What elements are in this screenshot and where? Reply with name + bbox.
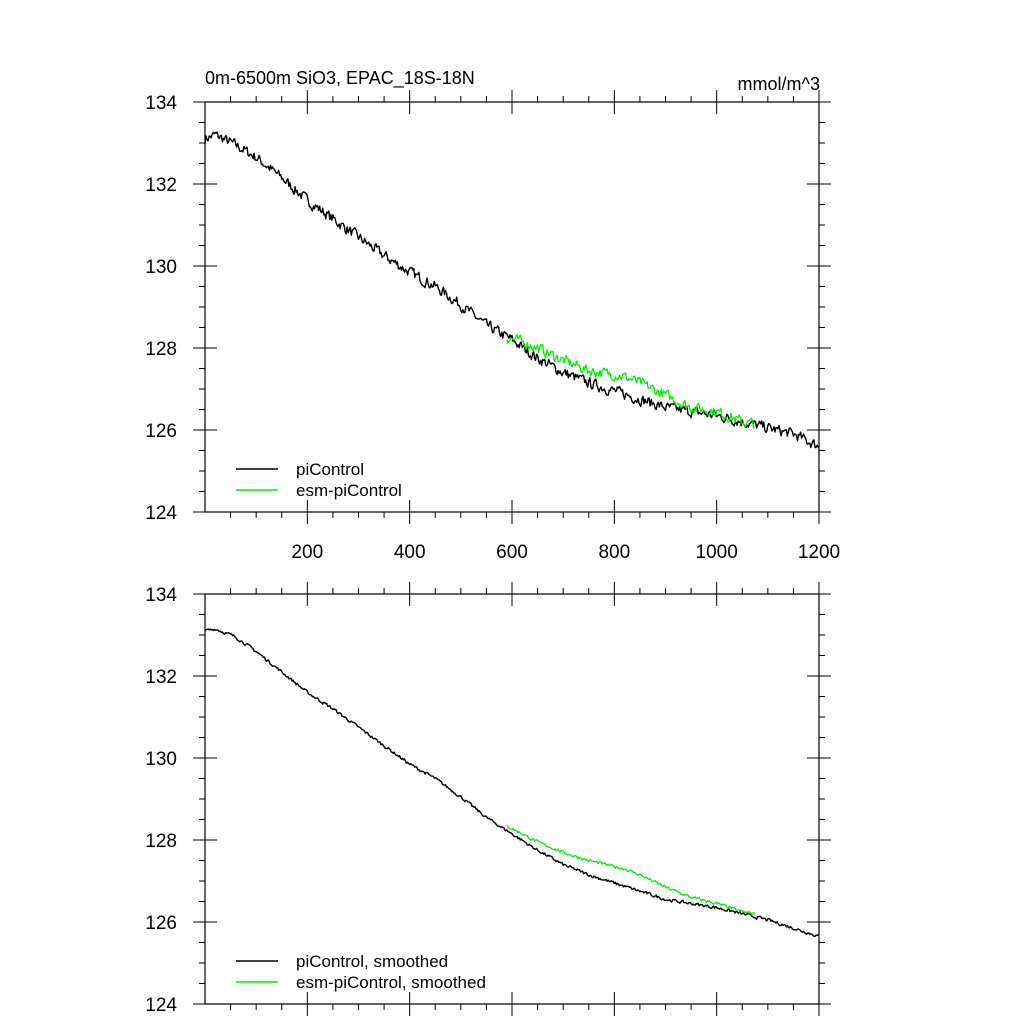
x-tick-label: 400	[394, 542, 426, 563]
bottom-plot-area	[204, 628, 820, 938]
top-panel-axes: 124 126 128 130 132 134 200 400 600 800 1000 1200	[145, 90, 840, 563]
y-tick-label: 132	[145, 175, 177, 196]
y-tick-label: 124	[145, 503, 177, 524]
legend-label-esm-picontrol: esm-piControl	[296, 481, 402, 500]
top-legend: piControl esm-piControl	[236, 460, 402, 500]
top-panel-frame	[204, 101, 820, 513]
series-line-picontrol	[204, 131, 820, 449]
bottom-legend: piControl, smoothed esm-piControl, smoot…	[236, 952, 486, 992]
y-tick-label: 124	[145, 995, 177, 1016]
y-tick-label: 132	[145, 667, 177, 688]
y-tick-label: 126	[145, 421, 177, 442]
x-tick-label: 600	[496, 542, 528, 563]
top-panel-units: mmol/m^3	[738, 74, 820, 94]
y-tick-label: 134	[145, 585, 177, 606]
y-tick-label: 128	[145, 831, 177, 852]
x-tick-label: 800	[598, 542, 630, 563]
legend-label-picontrol-smoothed: piControl, smoothed	[296, 952, 448, 971]
top-panel-title: 0m-6500m SiO3, EPAC_18S-18N	[205, 68, 475, 89]
x-tick-label: 1000	[696, 542, 738, 563]
x-tick-label: 1200	[798, 542, 840, 563]
top-panel: 0m-6500m SiO3, EPAC_18S-18N mmol/m^3 124…	[145, 68, 840, 563]
series-line-esm-picontrol-smoothed	[506, 824, 756, 915]
y-tick-label: 128	[145, 339, 177, 360]
series-line-esm-picontrol	[506, 333, 755, 429]
y-tick-label: 130	[145, 257, 177, 278]
top-plot-area	[204, 131, 820, 449]
y-tick-label: 130	[145, 749, 177, 770]
bottom-panel: 124 126 128 130 132 134 piControl, smoothed e…	[145, 582, 831, 1016]
bottom-panel-axes: 124 126 128 130 132 134	[145, 582, 831, 1016]
x-tick-label: 200	[291, 542, 323, 563]
y-tick-label: 134	[145, 93, 177, 114]
legend-label-picontrol: piControl	[296, 460, 364, 479]
series-line-picontrol-smoothed	[204, 628, 820, 938]
bottom-panel-frame	[204, 593, 820, 1005]
y-tick-label: 126	[145, 913, 177, 934]
legend-label-esm-picontrol-smoothed: esm-piControl, smoothed	[296, 973, 486, 992]
